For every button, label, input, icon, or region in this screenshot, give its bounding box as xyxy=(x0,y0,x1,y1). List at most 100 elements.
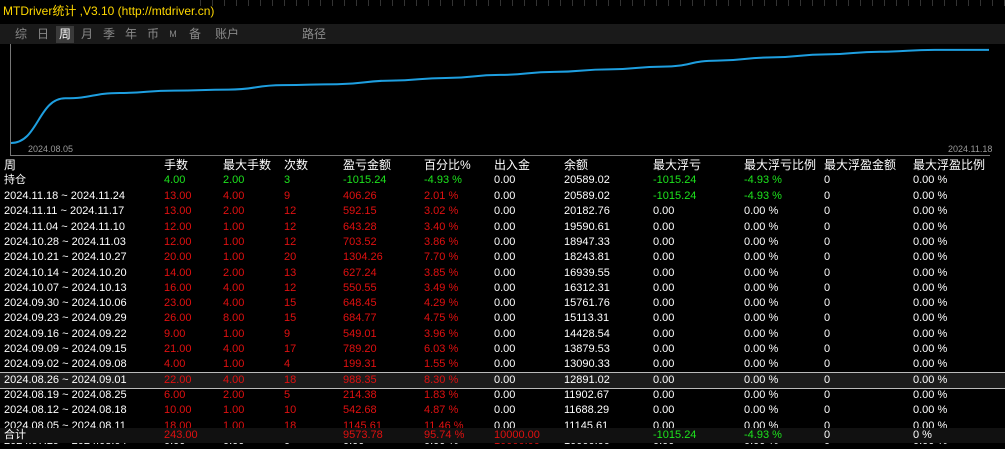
tab-7[interactable]: M xyxy=(169,29,177,39)
table-row[interactable]: 2024.10.21 ~ 2024.10.27 20.00 1.00 20 1304.2… xyxy=(0,250,1005,265)
cell-max-float-loss: -1015.24 xyxy=(653,190,697,202)
cell-flow: 0.00 xyxy=(494,358,516,371)
column-header[interactable]: 次数 xyxy=(284,158,309,172)
tab-10[interactable]: 路径 xyxy=(301,27,326,41)
cell-flow: 0.00 xyxy=(494,190,516,202)
cell-pnl: 592.15 xyxy=(343,205,377,218)
cell-lots: 6.00 xyxy=(164,388,186,401)
column-header[interactable]: 最大浮盈比例 xyxy=(913,158,986,172)
cell-max-float-profit: 0 xyxy=(824,429,831,441)
cell-max-float-loss: 0.00 xyxy=(653,373,675,386)
cell-count: 18 xyxy=(284,373,297,386)
column-header[interactable]: 最大浮亏比例 xyxy=(744,158,817,172)
cell-balance: 14428.54 xyxy=(564,327,610,340)
cell-balance: 20589.02 xyxy=(564,174,610,186)
cell-max-lots: 2.00 xyxy=(223,174,245,186)
cell-flow: 0.00 xyxy=(494,281,516,294)
cell-max-float-loss-pct: 0.00 % xyxy=(744,343,779,355)
cell-pnl: 789.20 xyxy=(343,343,377,355)
cell-balance: 13879.53 xyxy=(564,343,610,355)
column-header[interactable]: 百分比% xyxy=(424,158,471,172)
table-row[interactable]: 2024.11.18 ~ 2024.11.24 13.00 4.00 9 406.26 2… xyxy=(0,189,1005,204)
cell-max-float-loss-pct: 0.00 % xyxy=(744,281,779,294)
cell-pct: 3.40 % xyxy=(424,220,459,233)
column-header[interactable]: 余额 xyxy=(564,158,589,172)
table-row[interactable]: 2024.09.09 ~ 2024.09.15 21.00 4.00 17 789.20… xyxy=(0,342,1005,357)
cell-lots: 21.00 xyxy=(164,343,192,355)
cell-max-float-profit-pct: 0.00 % xyxy=(913,373,948,386)
cell-pct: 3.85 % xyxy=(424,266,459,279)
tab-5[interactable]: 年 xyxy=(124,27,137,41)
holding-row[interactable]: 持仓 4.00 2.00 3 -1015.24 -4.93 % 0.00 20589.02 -1… xyxy=(0,173,1005,188)
table-row[interactable]: 2024.08.12 ~ 2024.08.18 10.00 1.00 10 542.68… xyxy=(0,403,1005,418)
cell-flow: 0.00 xyxy=(494,205,516,218)
cell-max-float-profit-pct: 0.00 % xyxy=(913,388,948,401)
tab-4[interactable]: 季 xyxy=(102,27,115,41)
column-header[interactable]: 盈亏金额 xyxy=(343,158,392,172)
equity-line xyxy=(11,48,989,144)
cell-max-float-profit-pct: 0.00 % xyxy=(913,297,948,310)
cell-max-lots: 1.00 xyxy=(223,358,245,371)
cell-lots: 26.00 xyxy=(164,312,192,325)
table-row[interactable]: 2024.10.14 ~ 2024.10.20 14.00 2.00 13 627.24… xyxy=(0,266,1005,281)
cell-max-lots: 4.00 xyxy=(223,190,245,202)
cell-max-float-loss-pct: 0.00 % xyxy=(744,297,779,310)
table-row[interactable]: 2024.08.26 ~ 2024.09.01 22.00 4.00 18 988.35… xyxy=(0,371,1005,389)
column-header[interactable]: 最大浮盈金额 xyxy=(824,158,897,172)
cell-max-float-profit: 0 xyxy=(824,251,831,264)
cell-max-float-loss-pct: 0.00 % xyxy=(744,388,779,401)
table-header: 周 手数 最大手数 次数 盈亏金额 百分比% 出入金 余额 最大浮亏 最大浮亏比例 最大浮盈金额 最大… xyxy=(0,158,1005,173)
cell-week: 2024.10.07 ~ 2024.10.13 xyxy=(4,281,127,294)
table-row[interactable]: 2024.11.11 ~ 2024.11.17 13.00 2.00 12 592.15… xyxy=(0,204,1005,219)
column-header[interactable]: 出入金 xyxy=(494,158,531,172)
column-header[interactable]: 最大手数 xyxy=(223,158,272,172)
cell-flow: 0.00 xyxy=(494,327,516,340)
cell-max-float-profit-pct: 0 % xyxy=(913,429,932,441)
cell-lots: 20.00 xyxy=(164,251,192,264)
tab-3[interactable]: 月 xyxy=(80,27,93,41)
cell-max-float-profit: 0 xyxy=(824,358,831,371)
cell-pnl: 627.24 xyxy=(343,266,377,279)
table-row[interactable]: 2024.08.19 ~ 2024.08.25 6.00 2.00 5 214.38 1.… xyxy=(0,388,1005,403)
column-header[interactable]: 周 xyxy=(4,158,17,172)
tab-2[interactable]: 周 xyxy=(56,26,74,43)
cell-week: 2024.09.02 ~ 2024.09.08 xyxy=(4,358,127,371)
cell-pct: 7.70 % xyxy=(424,251,459,264)
table-row[interactable]: 2024.10.28 ~ 2024.11.03 12.00 1.00 12 703.52… xyxy=(0,235,1005,250)
tab-1[interactable]: 日 xyxy=(36,27,49,41)
cell-count: 4 xyxy=(284,358,291,371)
cell-max-float-profit-pct: 0.00 % xyxy=(913,281,948,294)
cell-count: 15 xyxy=(284,297,297,310)
column-header[interactable]: 手数 xyxy=(164,158,189,172)
tab-0[interactable]: 综 xyxy=(14,27,27,41)
cell-flow: 10000.00 xyxy=(494,429,540,441)
tab-9[interactable]: 账户 xyxy=(214,27,239,41)
cell-max-float-loss: 0.00 xyxy=(653,297,675,310)
cell-max-float-profit: 0 xyxy=(824,266,831,279)
cell-max-lots: 4.00 xyxy=(223,297,245,310)
cell-count: 9 xyxy=(284,327,291,340)
cell-max-lots: 4.00 xyxy=(223,281,245,294)
column-header[interactable]: 最大浮亏 xyxy=(653,158,702,172)
cell-max-float-loss-pct: -4.93 % xyxy=(744,174,782,186)
tab-8[interactable]: 备 xyxy=(188,27,201,41)
tab-6[interactable]: 币 xyxy=(146,27,159,41)
total-row[interactable]: 合计 243.00 9573.78 95.74 % 10000.00 -1015.24 -4… xyxy=(0,428,1005,443)
cell-pct: 1.55 % xyxy=(424,358,459,371)
cell-max-float-loss: 0.00 xyxy=(653,266,675,279)
table-row[interactable]: 2024.09.16 ~ 2024.09.22 9.00 1.00 9 549.01 3.… xyxy=(0,327,1005,342)
table-row[interactable]: 2024.09.23 ~ 2024.09.29 26.00 8.00 15 684.77… xyxy=(0,311,1005,326)
cell-flow: 0.00 xyxy=(494,266,516,279)
cell-week: 2024.09.30 ~ 2024.10.06 xyxy=(4,297,127,310)
cell-pnl: 703.52 xyxy=(343,235,377,248)
table-row[interactable]: 2024.11.04 ~ 2024.11.10 12.00 1.00 12 643.28… xyxy=(0,220,1005,235)
cell-count: 10 xyxy=(284,404,297,417)
cell-lots: 4.00 xyxy=(164,358,186,371)
table-row[interactable]: 2024.09.30 ~ 2024.10.06 23.00 4.00 15 648.45… xyxy=(0,296,1005,311)
cell-count: 13 xyxy=(284,266,297,279)
cell-week: 合计 xyxy=(4,429,26,441)
cell-flow: 0.00 xyxy=(494,174,516,186)
table-row[interactable]: 2024.09.02 ~ 2024.09.08 4.00 1.00 4 199.31 1.… xyxy=(0,357,1005,372)
table-row[interactable]: 2024.10.07 ~ 2024.10.13 16.00 4.00 12 550.55… xyxy=(0,281,1005,296)
cell-week: 2024.09.16 ~ 2024.09.22 xyxy=(4,327,127,340)
